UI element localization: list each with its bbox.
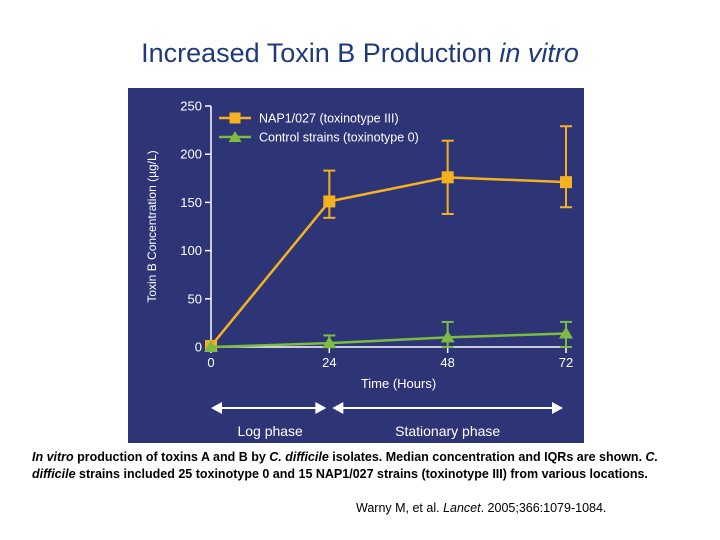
toxin-b-chart: 0 50 100 150 200 250 0 24 48 72 Time (Hours) Toxin … [145, 99, 573, 440]
citation: Warny M, et al. Lancet. 2005;366:1079-10… [356, 501, 606, 515]
series-1-point-3 [559, 326, 573, 339]
caption-text-3: strains included 25 toxinotype 0 and 15 … [75, 467, 648, 481]
phase-arrow-right-head-0 [315, 402, 327, 414]
y-tick-label-0: 0 [195, 340, 202, 355]
title-italic: in vitro [499, 38, 579, 68]
title-plain: Increased Toxin B Production [141, 38, 500, 68]
series-1-point-0 [204, 340, 218, 352]
y-tick-label-4: 200 [180, 147, 202, 162]
series-0-line [210, 176, 567, 347]
phase-arrow-right-head-1 [552, 402, 563, 414]
legend-marker-1 [228, 131, 242, 142]
citation-authors: Warny M, et al. [356, 501, 444, 515]
slide-title: Increased Toxin B Production in vitro [0, 38, 720, 69]
y-axis-label: Toxin B Concentration (µg/L) [145, 150, 159, 302]
citation-details: . 2005;366:1079-1084. [480, 501, 607, 515]
series-0-point-2 [441, 171, 454, 184]
x-tick-label-2: 48 [440, 355, 454, 370]
phase-label-1: Stationary phase [395, 423, 500, 439]
caption-text-2: isolates. Median concentration and IQRs … [328, 450, 646, 464]
series-1-point-2 [440, 330, 455, 343]
caption-italic-1: In vitro [32, 450, 74, 464]
series-1-line [210, 332, 567, 349]
y-tick-label-2: 100 [180, 243, 202, 258]
legend-marker-0 [229, 112, 241, 124]
series-0-point-3 [560, 176, 572, 189]
figure-caption: In vitro production of toxins A and B by… [32, 449, 692, 483]
y-tick-label-1: 50 [188, 291, 202, 306]
chart-panel: 0 50 100 150 200 250 0 24 48 72 Time (Hours) Toxin … [128, 88, 584, 443]
caption-text-1: production of toxins A and B by [73, 450, 270, 464]
phase-arrow-left-head-0 [211, 402, 222, 414]
series-0-point-1 [323, 195, 336, 208]
x-tick-label-0: 0 [207, 355, 214, 370]
legend-label-1: Control strains (toxinotype 0) [259, 131, 419, 145]
y-tick-label-3: 150 [180, 195, 202, 210]
caption-italic-2: C. difficile [269, 450, 329, 464]
x-tick-label-3: 72 [559, 355, 573, 370]
citation-journal: Lancet [443, 501, 481, 515]
y-tick-label-5: 250 [180, 99, 202, 114]
x-tick-label-1: 24 [322, 355, 336, 370]
phase-label-0: Log phase [237, 423, 303, 439]
phase-arrow-left-head-1 [332, 402, 344, 414]
legend-label-0: NAP1/027 (toxinotype III) [259, 112, 399, 126]
x-axis-label: Time (Hours) [361, 376, 436, 391]
caption-italic-3: C. difficile [32, 450, 659, 481]
series-1-point-1 [322, 336, 337, 349]
